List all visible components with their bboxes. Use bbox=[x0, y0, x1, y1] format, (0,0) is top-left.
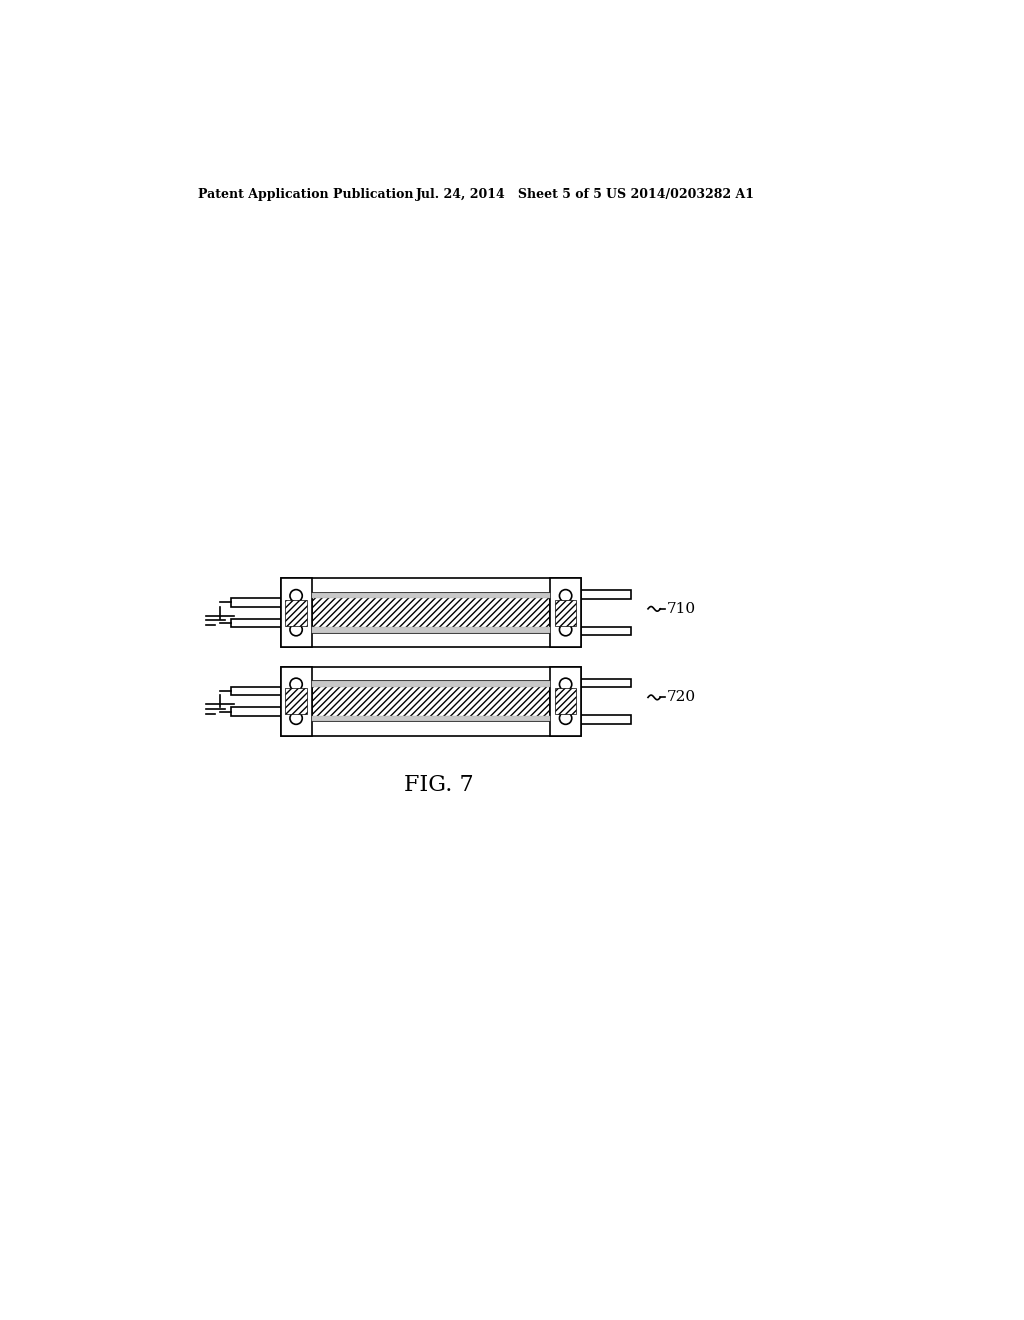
Bar bbox=[281, 667, 581, 737]
Bar bbox=[311, 627, 550, 632]
Text: Patent Application Publication: Patent Application Publication bbox=[199, 187, 414, 201]
Bar bbox=[230, 686, 281, 696]
Text: 710: 710 bbox=[667, 602, 695, 616]
Text: FIG. 7: FIG. 7 bbox=[403, 775, 473, 796]
Text: Jul. 24, 2014   Sheet 5 of 5: Jul. 24, 2014 Sheet 5 of 5 bbox=[416, 187, 602, 201]
Bar bbox=[555, 688, 577, 714]
Bar bbox=[581, 590, 631, 599]
Bar bbox=[550, 578, 581, 647]
Bar bbox=[286, 688, 307, 714]
Bar bbox=[230, 598, 281, 607]
Bar bbox=[281, 667, 311, 737]
Bar bbox=[230, 619, 281, 627]
Bar bbox=[311, 593, 550, 598]
Bar bbox=[555, 599, 577, 626]
Bar bbox=[281, 578, 311, 647]
Bar bbox=[550, 667, 581, 737]
Bar bbox=[581, 678, 631, 688]
Bar bbox=[230, 708, 281, 715]
Bar bbox=[286, 599, 307, 626]
Bar bbox=[311, 681, 550, 686]
Bar bbox=[311, 593, 550, 632]
Bar bbox=[581, 627, 631, 635]
Bar bbox=[581, 715, 631, 723]
Bar bbox=[281, 578, 581, 647]
Text: 720: 720 bbox=[667, 690, 695, 705]
Bar bbox=[311, 715, 550, 721]
Text: US 2014/0203282 A1: US 2014/0203282 A1 bbox=[606, 187, 755, 201]
Bar bbox=[311, 681, 550, 721]
